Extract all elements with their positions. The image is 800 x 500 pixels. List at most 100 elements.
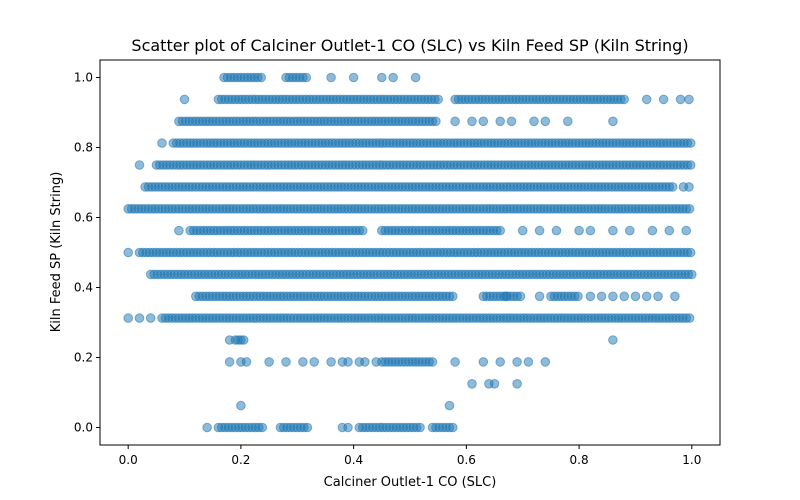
data-point (608, 225, 618, 236)
data-point (157, 138, 167, 148)
data-point (647, 225, 658, 236)
data-point (684, 94, 694, 105)
data-point (238, 335, 249, 345)
data-point (681, 225, 692, 236)
y-tick-label: 0.4 (74, 281, 93, 295)
data-point (658, 94, 669, 105)
data-point (684, 204, 695, 214)
chart-title: Scatter plot of Calciner Outlet-1 CO (SL… (131, 36, 688, 55)
data-point (512, 357, 522, 367)
data-point (515, 291, 526, 302)
data-point (619, 94, 630, 105)
data-point (467, 379, 477, 389)
data-point (357, 225, 368, 236)
data-point (653, 291, 663, 302)
data-point (388, 72, 398, 83)
data-point (501, 291, 511, 302)
y-tick-label: 0.6 (74, 211, 93, 225)
data-point (360, 357, 370, 367)
data-point (684, 182, 694, 192)
x-tick-label: 1.0 (682, 453, 701, 467)
data-point (123, 313, 133, 323)
data-point (608, 116, 618, 127)
data-point (540, 357, 551, 367)
data-point (326, 357, 336, 367)
data-point (145, 313, 156, 323)
data-point (448, 422, 458, 433)
y-tick-label: 0.2 (74, 351, 93, 365)
data-point (517, 225, 528, 236)
data-point (641, 94, 652, 105)
data-point (427, 357, 438, 367)
data-point (685, 247, 696, 258)
data-point (415, 422, 425, 433)
data-point (298, 357, 308, 367)
y-tick-label: 0.0 (74, 421, 93, 435)
data-point (489, 379, 500, 389)
data-point (529, 116, 539, 127)
data-point (478, 357, 489, 367)
data-point (534, 291, 545, 302)
data-point (224, 357, 235, 367)
data-point (685, 138, 696, 148)
data-point (179, 94, 190, 105)
data-point (264, 357, 274, 367)
data-point (664, 225, 675, 236)
data-point (596, 291, 607, 302)
plot-frame (99, 59, 721, 446)
data-point (202, 422, 212, 433)
data-point (257, 422, 268, 433)
x-tick-label: 0.2 (231, 453, 250, 467)
data-point (431, 116, 441, 127)
x-tick-label: 0.6 (457, 453, 476, 467)
data-point (326, 72, 336, 83)
data-point (630, 291, 641, 302)
data-point (450, 357, 460, 367)
x-axis: 0.0 0.2 0.4 0.6 0.8 1.0 (119, 445, 701, 467)
x-tick-label: 0.8 (570, 453, 589, 467)
data-point (534, 225, 545, 236)
data-point (512, 379, 522, 389)
y-axis-label: Kiln Feed SP (Kiln String) (49, 172, 64, 333)
data-point (685, 160, 696, 170)
data-point (585, 225, 596, 236)
data-point (495, 116, 506, 127)
data-point (134, 160, 145, 170)
y-axis: 0.0 0.2 0.4 0.6 0.8 1.0 (74, 71, 100, 435)
data-point (301, 72, 312, 83)
data-point (675, 94, 686, 105)
data-point (667, 182, 678, 192)
data-point (371, 357, 382, 367)
data-point (433, 94, 444, 105)
data-point (236, 400, 246, 411)
data-point (174, 225, 184, 236)
data-point (343, 357, 353, 367)
data-point (670, 291, 680, 302)
data-point (450, 116, 460, 127)
data-point (256, 72, 267, 83)
data-point (619, 291, 630, 302)
data-point (551, 225, 562, 236)
data-point (495, 225, 506, 236)
data-point (563, 116, 573, 127)
data-point (684, 313, 695, 323)
y-tick-label: 0.8 (74, 141, 93, 155)
x-axis-label: Calciner Outlet-1 CO (SLC) (324, 475, 497, 490)
x-tick-label: 0.0 (119, 453, 138, 467)
scatter-points (123, 72, 697, 433)
data-point (134, 313, 145, 323)
data-point (241, 357, 252, 367)
data-point (444, 400, 455, 411)
data-point (448, 291, 458, 302)
data-point (573, 291, 583, 302)
data-point (348, 72, 359, 83)
data-point (123, 247, 133, 258)
data-point (281, 357, 291, 367)
data-point (478, 116, 489, 127)
data-point (687, 269, 697, 280)
data-point (608, 335, 618, 345)
data-point (608, 291, 618, 302)
x-tick-label: 0.4 (344, 453, 363, 467)
data-point (343, 422, 353, 433)
